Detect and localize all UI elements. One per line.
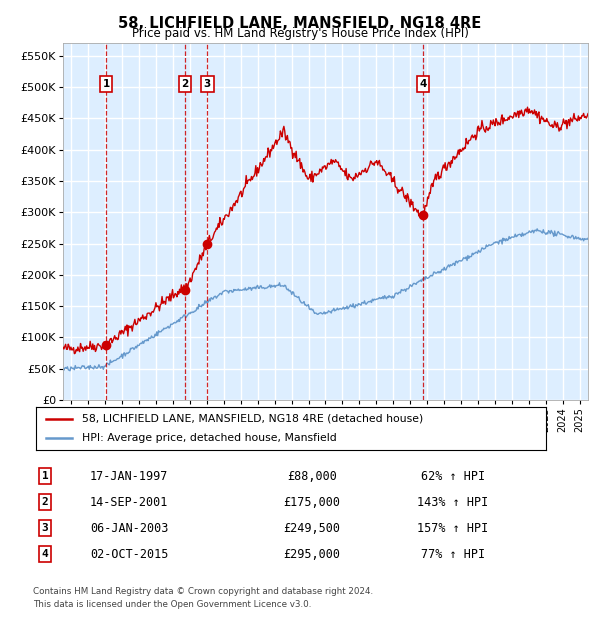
Text: 1: 1 <box>41 471 49 481</box>
Text: Contains HM Land Registry data © Crown copyright and database right 2024.: Contains HM Land Registry data © Crown c… <box>33 587 373 596</box>
Text: This data is licensed under the Open Government Licence v3.0.: This data is licensed under the Open Gov… <box>33 600 311 609</box>
Text: £295,000: £295,000 <box>284 548 341 560</box>
Text: HPI: Average price, detached house, Mansfield: HPI: Average price, detached house, Mans… <box>82 433 337 443</box>
Text: £175,000: £175,000 <box>284 496 341 508</box>
Text: 143% ↑ HPI: 143% ↑ HPI <box>418 496 488 508</box>
Text: 02-OCT-2015: 02-OCT-2015 <box>90 548 168 560</box>
Text: £88,000: £88,000 <box>287 470 337 482</box>
Text: 4: 4 <box>41 549 49 559</box>
Text: 62% ↑ HPI: 62% ↑ HPI <box>421 470 485 482</box>
Text: 06-JAN-2003: 06-JAN-2003 <box>90 522 168 534</box>
Text: 14-SEP-2001: 14-SEP-2001 <box>90 496 168 508</box>
Text: 2: 2 <box>181 79 189 89</box>
Text: £249,500: £249,500 <box>284 522 341 534</box>
Text: 58, LICHFIELD LANE, MANSFIELD, NG18 4RE (detached house): 58, LICHFIELD LANE, MANSFIELD, NG18 4RE … <box>82 414 423 423</box>
Text: 17-JAN-1997: 17-JAN-1997 <box>90 470 168 482</box>
Text: 157% ↑ HPI: 157% ↑ HPI <box>418 522 488 534</box>
Text: 3: 3 <box>41 523 49 533</box>
Text: 58, LICHFIELD LANE, MANSFIELD, NG18 4RE: 58, LICHFIELD LANE, MANSFIELD, NG18 4RE <box>118 16 482 30</box>
Text: 4: 4 <box>419 79 427 89</box>
Text: 3: 3 <box>203 79 211 89</box>
Text: 2: 2 <box>41 497 49 507</box>
Text: 1: 1 <box>103 79 110 89</box>
Text: Price paid vs. HM Land Registry's House Price Index (HPI): Price paid vs. HM Land Registry's House … <box>131 27 469 40</box>
Text: 77% ↑ HPI: 77% ↑ HPI <box>421 548 485 560</box>
